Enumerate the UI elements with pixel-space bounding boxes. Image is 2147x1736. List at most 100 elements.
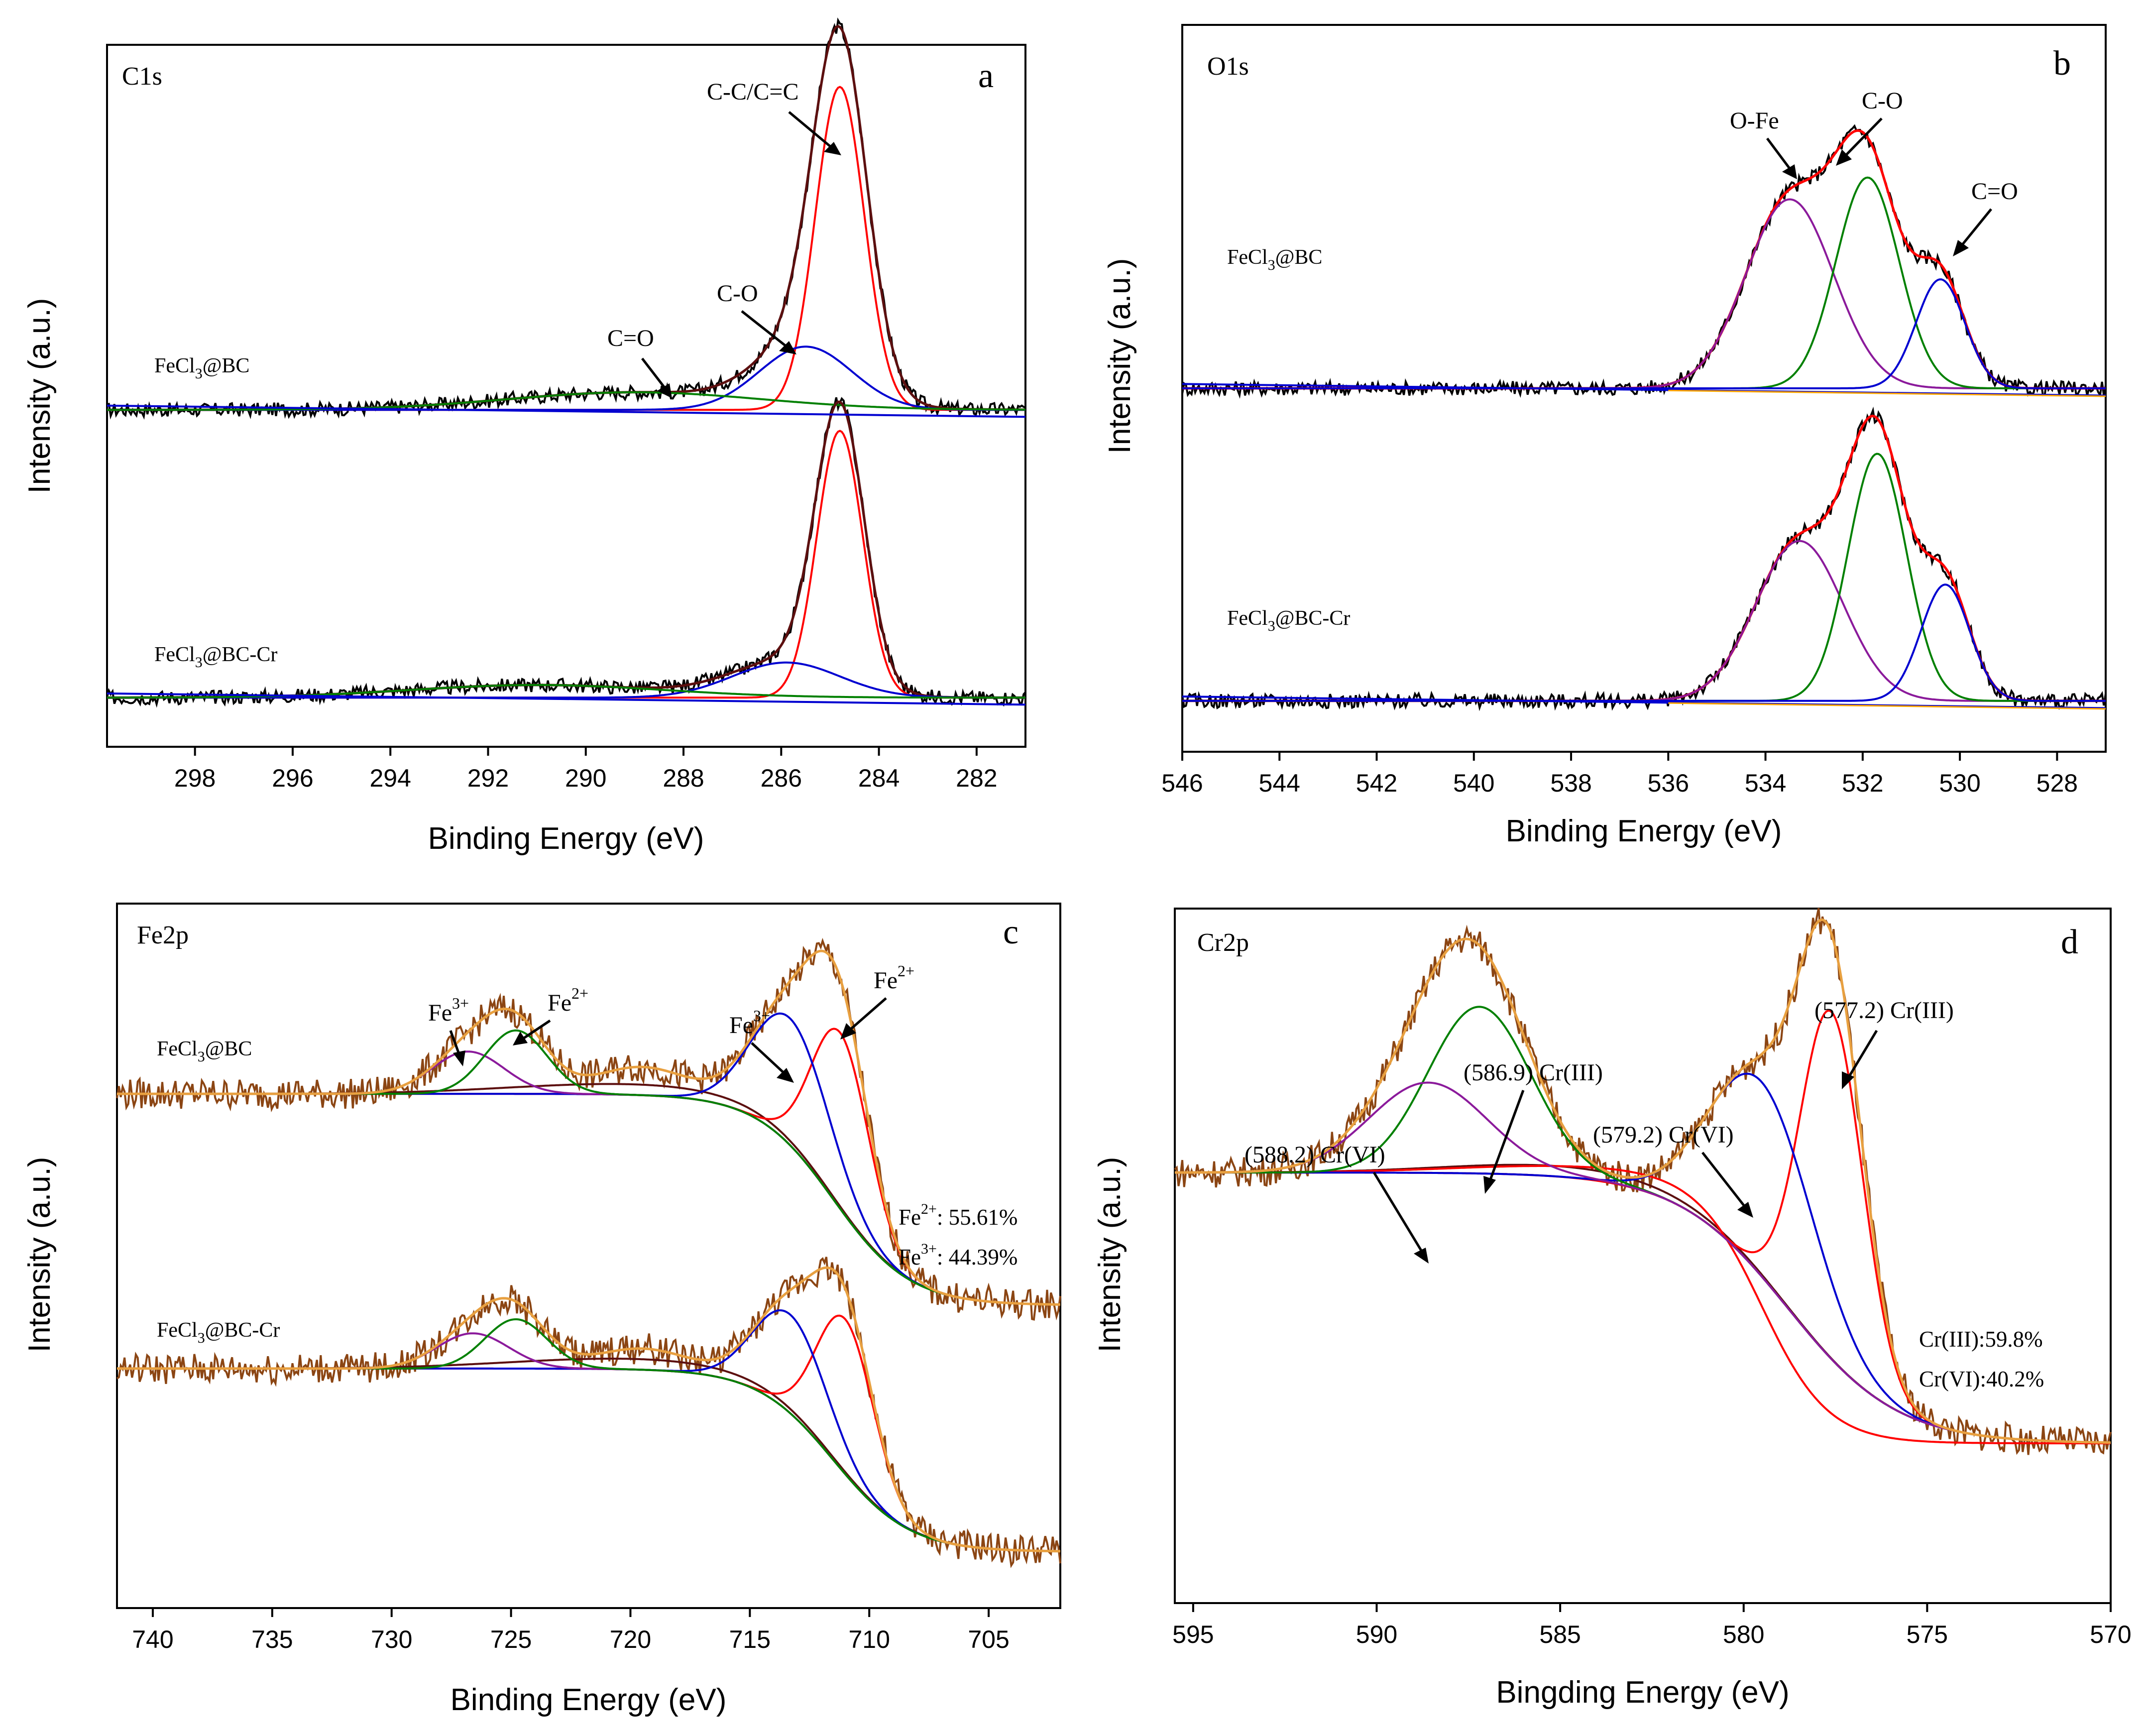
arrowhead-c-2: [513, 1032, 528, 1045]
series-b-4: [1182, 415, 2106, 702]
panel-label-c: c: [1003, 913, 1018, 951]
xtick-label-b-4: 538: [1550, 769, 1591, 797]
arrow-c-3: [751, 1042, 788, 1076]
arrowhead-d-4: [1414, 1248, 1429, 1264]
x-axis-label-a: Binding Energy (eV): [428, 821, 704, 856]
xtick-label-d-5: 570: [2090, 1620, 2131, 1648]
curves-d: [1174, 908, 2112, 1455]
annotation-c-2-sup: 2+: [571, 984, 588, 1002]
core-label-d: Cr2p: [1197, 928, 1249, 957]
arrowhead-b-3: [1953, 240, 1969, 256]
orange-bg-b-1: [1668, 702, 2106, 710]
xtick-label-c-1: 735: [251, 1625, 293, 1653]
core-label-b: O1s: [1207, 52, 1249, 81]
arrow-d-1: [1845, 1030, 1878, 1081]
arrow-b-2: [1841, 117, 1883, 160]
core-label-a: C1s: [122, 62, 162, 91]
annotation-b-ofe: O-Fe: [1730, 108, 1779, 134]
y-axis-label-c: Intensity (a.u.): [22, 1157, 57, 1353]
annotation-d-1: (577.2) Cr(III): [1814, 997, 1954, 1024]
sample-label-a-2: FeCl3@BC-Cr: [154, 643, 277, 671]
y-axis-label-b: Intensity (a.u.): [1103, 258, 1137, 454]
arrow-d-4: [1372, 1171, 1425, 1256]
xtick-label-d-3: 580: [1723, 1620, 1764, 1648]
xtick-label-c-3: 725: [490, 1625, 532, 1653]
annotation-d-3: (579.2) Cr(VI): [1593, 1122, 1734, 1148]
annotation-c-3: Fe3+: [729, 1007, 770, 1039]
xtick-label-b-5: 536: [1648, 769, 1689, 797]
xtick-label-a-2: 294: [369, 764, 411, 792]
arrow-a-2: [741, 310, 790, 349]
annotation-c-4-sup: 2+: [898, 962, 914, 980]
arrowhead-d-2: [1483, 1176, 1496, 1194]
arrow-d-2: [1487, 1090, 1525, 1185]
sample-label-c-1: FeCl3@BC: [157, 1038, 252, 1065]
series-b-7: [1182, 583, 2106, 702]
series-b-3: [1182, 278, 2106, 389]
xtick-label-a-4: 290: [565, 764, 606, 792]
baseline-a-1: [107, 692, 1026, 706]
xtick-label-d-0: 595: [1172, 1620, 1214, 1648]
arrowhead-a-3: [657, 383, 672, 398]
panel-label-a: a: [978, 57, 994, 95]
xtick-label-c-6: 710: [848, 1625, 890, 1653]
xtick-label-c-4: 720: [610, 1625, 651, 1653]
arrow-b-1: [1766, 137, 1794, 173]
xtick-label-a-0: 298: [174, 764, 216, 792]
raw-data-b-1: [1181, 406, 2107, 711]
arrow-d-3: [1701, 1152, 1748, 1211]
arrowhead-d-3: [1737, 1202, 1753, 1218]
percent-c-2-sup: 3+: [921, 1241, 937, 1257]
percent-d-1: Cr(III):59.8%: [1919, 1327, 2043, 1352]
annotation-d-2: (586.9) Cr(III): [1464, 1059, 1603, 1086]
arrowhead-a-2: [779, 341, 796, 354]
x-axis-label-c: Binding Energy (eV): [451, 1683, 727, 1717]
xtick-label-a-1: 296: [272, 764, 313, 792]
raw-data-c-1: [116, 1257, 1061, 1568]
annotation-c-3-base: Fe: [729, 1012, 753, 1039]
xtick-label-c-0: 740: [132, 1625, 173, 1653]
xtick-label-a-6: 286: [761, 764, 802, 792]
xtick-label-b-9: 528: [2036, 769, 2078, 797]
panel-d: 595 590 585 580 575 570 Cr2p d (577.2) Cr(III…: [1093, 908, 2132, 1710]
sample-label-b-1: FeCl3@BC: [1227, 246, 1322, 273]
series-c-8: [117, 1309, 1060, 1552]
series-a-0: [107, 24, 1025, 411]
xtick-label-b-2: 542: [1356, 769, 1397, 797]
arrowhead-b-1: [1782, 164, 1797, 179]
core-label-c: Fe2p: [137, 921, 189, 949]
arrow-c-2: [519, 1019, 551, 1042]
arrows-c: [449, 997, 887, 1083]
arrows-d: [1372, 1030, 1878, 1264]
percent-c-1: Fe2+: 55.61%: [899, 1201, 1017, 1230]
series-a-7: [107, 684, 1025, 699]
series-c-11: [117, 1266, 1060, 1553]
annotation-b-co: C-O: [1862, 88, 1903, 114]
ticks-b: 546 544 542 540 538 536 534 532 530 528: [1161, 752, 2078, 797]
curves-c: [116, 937, 1061, 1568]
percent-c-1-base: Fe: [899, 1205, 921, 1230]
x-axis-label-d: Bingding Energy (eV): [1496, 1675, 1789, 1710]
ticks-a: 298 296 294 292 290 288 286 284 282: [174, 747, 998, 792]
arrow-a-1: [788, 111, 835, 150]
percent-c-2: Fe3+: 44.39%: [899, 1241, 1017, 1270]
series-b-6: [1182, 453, 2106, 702]
series-a-3: [107, 391, 1025, 411]
percent-c-1-sup: 2+: [921, 1201, 937, 1217]
series-c-5: [117, 949, 1060, 1306]
plot-frame-c: [116, 903, 1061, 1609]
arrowhead-a-1: [824, 142, 841, 155]
arrowhead-c-4: [840, 1023, 856, 1040]
panel-b: 546 544 542 540 538 536 534 532 530 528 O1s b FeC…: [1103, 24, 2107, 848]
xtick-label-a-3: 292: [467, 764, 509, 792]
series-d-6: [1175, 918, 2111, 1444]
xtick-label-b-8: 530: [1939, 769, 1980, 797]
ticks-d: 595 590 585 580 575 570: [1172, 1603, 2132, 1648]
xtick-label-d-2: 585: [1539, 1620, 1581, 1648]
arrow-a-3: [641, 357, 668, 392]
ticks-c: 740 735 730 725 720 715 710 705: [132, 1608, 1010, 1653]
series-b-1: [1182, 198, 2106, 389]
series-b-2: [1182, 176, 2106, 389]
xtick-label-c-2: 730: [371, 1625, 412, 1653]
